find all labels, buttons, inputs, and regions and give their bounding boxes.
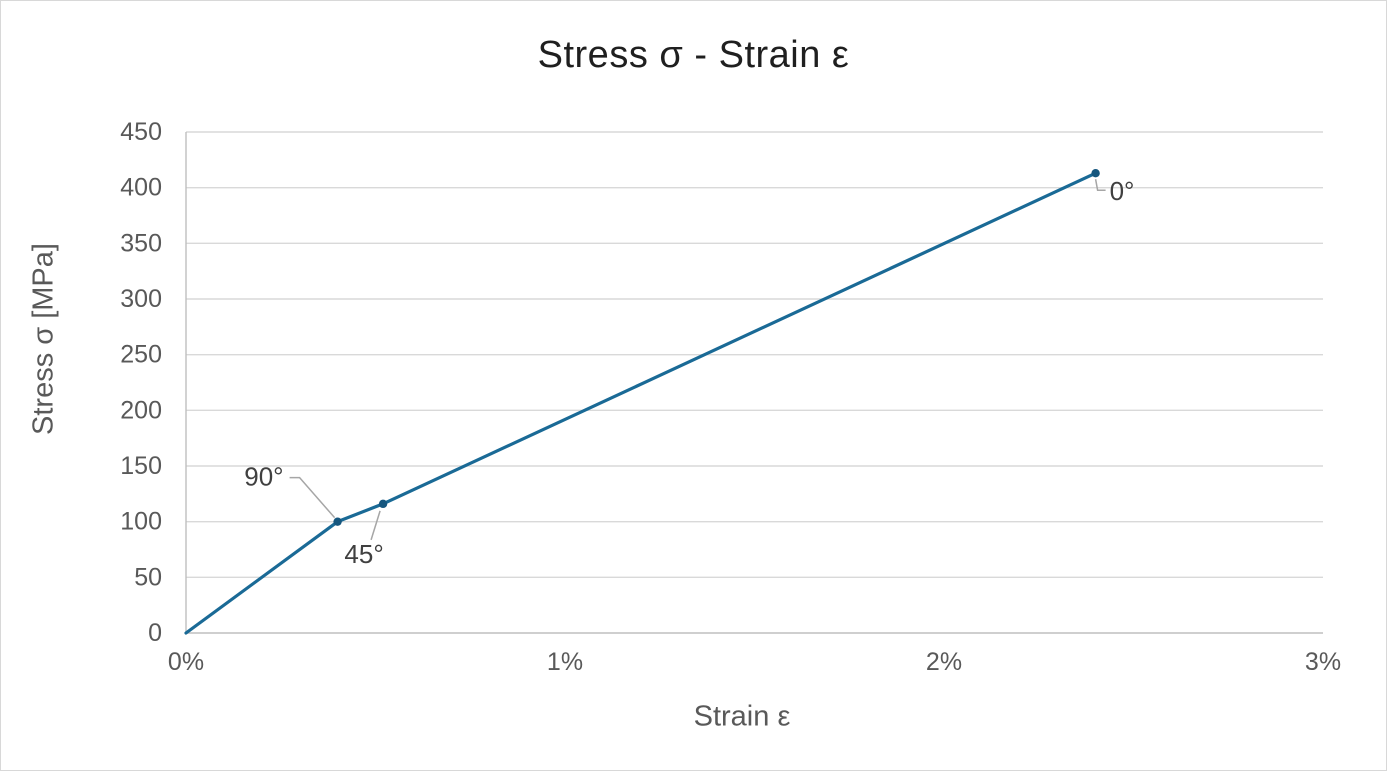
data-point-label: 90° <box>244 462 283 492</box>
y-tick-label: 250 <box>120 341 162 369</box>
data-point-marker <box>1091 168 1100 178</box>
leader-line <box>1094 179 1106 191</box>
leader-line <box>370 510 381 541</box>
y-tick-label: 50 <box>134 563 162 591</box>
y-tick-label: 300 <box>120 285 162 313</box>
y-tick-label: 0 <box>148 619 162 647</box>
x-tick-label: 1% <box>547 648 583 676</box>
y-tick-label: 350 <box>120 229 162 257</box>
data-point-label: 45° <box>344 539 383 569</box>
y-axis-title: Stress σ [MPa] <box>27 243 60 435</box>
leader-line <box>289 476 336 519</box>
x-axis-title: Strain ε <box>693 700 791 733</box>
y-tick-label: 100 <box>120 508 162 536</box>
y-tick-label: 450 <box>120 118 162 146</box>
y-tick-label: 400 <box>120 174 162 202</box>
y-tick-label: 150 <box>120 452 162 480</box>
series-line <box>184 171 1098 635</box>
data-point-label: 0° <box>1110 176 1135 206</box>
x-tick-label: 3% <box>1305 648 1341 676</box>
data-point-marker <box>378 499 388 509</box>
chart-title: Stress σ - Strain ε <box>537 34 850 76</box>
y-tick-label: 200 <box>120 396 162 424</box>
x-tick-label: 0% <box>168 648 204 676</box>
x-tick-label: 2% <box>926 648 962 676</box>
data-point-marker <box>333 517 342 526</box>
